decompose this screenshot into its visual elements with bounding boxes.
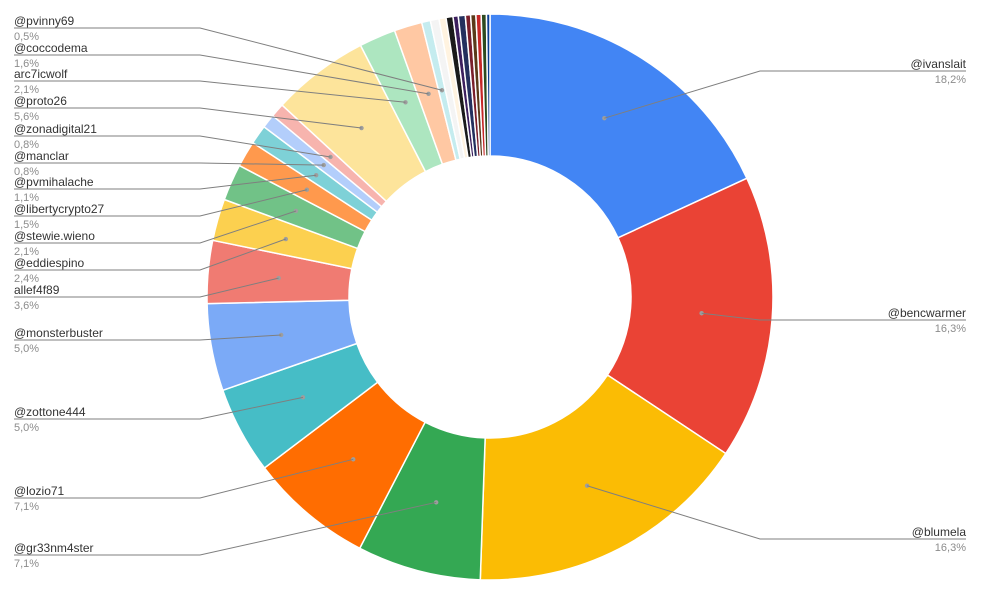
slice-label-arc7icwolf: arc7icwolf — [14, 67, 68, 81]
leader-line-lozio71 — [14, 458, 354, 499]
slice-label-stewie-wieno: @stewie.wieno — [14, 229, 95, 243]
slice-value-eddiespino: 2,4% — [14, 273, 39, 285]
slice-value-allef4f89: 3,6% — [14, 300, 39, 312]
slice-value-bencwarmer: 16,3% — [935, 323, 966, 335]
slice-value-manclar: 0,8% — [14, 166, 39, 178]
slice-ivanslait — [489, 13, 748, 239]
slices-group — [206, 13, 774, 581]
slice-value-pvinny69: 0,5% — [14, 31, 39, 43]
slice-label-gr33nm4ster: @gr33nm4ster — [14, 541, 94, 555]
anchor-dot-lozio71 — [351, 457, 356, 462]
leader-line-allef4f89 — [14, 277, 279, 298]
leader-line-bencwarmer — [701, 312, 966, 321]
slice-label-coccodema: @coccodema — [14, 41, 88, 55]
leader-line-stewie-wieno — [14, 210, 297, 244]
leader-line-monsterbuster — [14, 334, 282, 341]
slice-label-pvinny69: @pvinny69 — [14, 14, 75, 28]
slice-label-pvmihalache: @pvmihalache — [14, 175, 94, 189]
slice-value-blumela: 16,3% — [935, 542, 966, 554]
leader-line-zottone444 — [14, 396, 304, 420]
slice-value-lozio71: 7,1% — [14, 501, 39, 513]
slice-blumela — [479, 373, 727, 581]
slice-value-coccodema: 1,6% — [14, 58, 39, 70]
leader-line-zonadigital21 — [14, 135, 331, 158]
slice-value-gr33nm4ster: 7,1% — [14, 558, 39, 570]
leader-lines-group — [14, 27, 966, 556]
slice-label-libertycrypto27: @libertycrypto27 — [14, 202, 105, 216]
leader-line-pvinny69 — [14, 27, 443, 91]
slice-bencwarmer — [606, 177, 774, 455]
slice-label-monsterbuster: @monsterbuster — [14, 326, 103, 340]
slice-value-ivanslait: 18,2% — [935, 74, 966, 86]
leader-line-pvmihalache — [14, 174, 317, 190]
leader-line-arc7icwolf — [14, 80, 406, 103]
slice-label-ivanslait: @ivanslait — [910, 57, 966, 71]
leader-line-ivanslait — [604, 70, 966, 119]
slice-label-allef4f89: allef4f89 — [14, 283, 60, 297]
leader-line-eddiespino — [14, 238, 286, 271]
slice-value-monsterbuster: 5,0% — [14, 343, 39, 355]
slice-label-zonadigital21: @zonadigital21 — [14, 122, 97, 136]
slice-value-zonadigital21: 0,8% — [14, 139, 39, 151]
slice-label-bencwarmer: @bencwarmer — [888, 306, 966, 320]
slice-value-stewie-wieno: 2,1% — [14, 246, 39, 258]
slice-label-manclar: @manclar — [14, 149, 69, 163]
leader-line-blumela — [586, 485, 966, 540]
slice-value-arc7icwolf: 2,1% — [14, 84, 39, 96]
slice-value-proto26: 5,6% — [14, 111, 39, 123]
slice-label-zottone444: @zottone444 — [14, 405, 86, 419]
slice-label-proto26: @proto26 — [14, 94, 67, 108]
slice-value-libertycrypto27: 1,5% — [14, 219, 39, 231]
leader-line-coccodema — [14, 54, 429, 95]
leader-line-libertycrypto27 — [14, 189, 307, 217]
slice-label-blumela: @blumela — [912, 525, 967, 539]
leader-line-gr33nm4ster — [14, 501, 437, 556]
slice-value-pvmihalache: 1,1% — [14, 192, 39, 204]
slice-label-eddiespino: @eddiespino — [14, 256, 85, 270]
leader-line-proto26 — [14, 107, 362, 129]
slice-unlabeled-27 — [485, 13, 491, 157]
leader-line-manclar — [14, 162, 324, 166]
slice-label-lozio71: @lozio71 — [14, 484, 65, 498]
slice-value-zottone444: 5,0% — [14, 422, 39, 434]
labels-group: @ivanslait 18,2% @bencwarmer 16,3% @blumela 1… — [14, 14, 967, 570]
